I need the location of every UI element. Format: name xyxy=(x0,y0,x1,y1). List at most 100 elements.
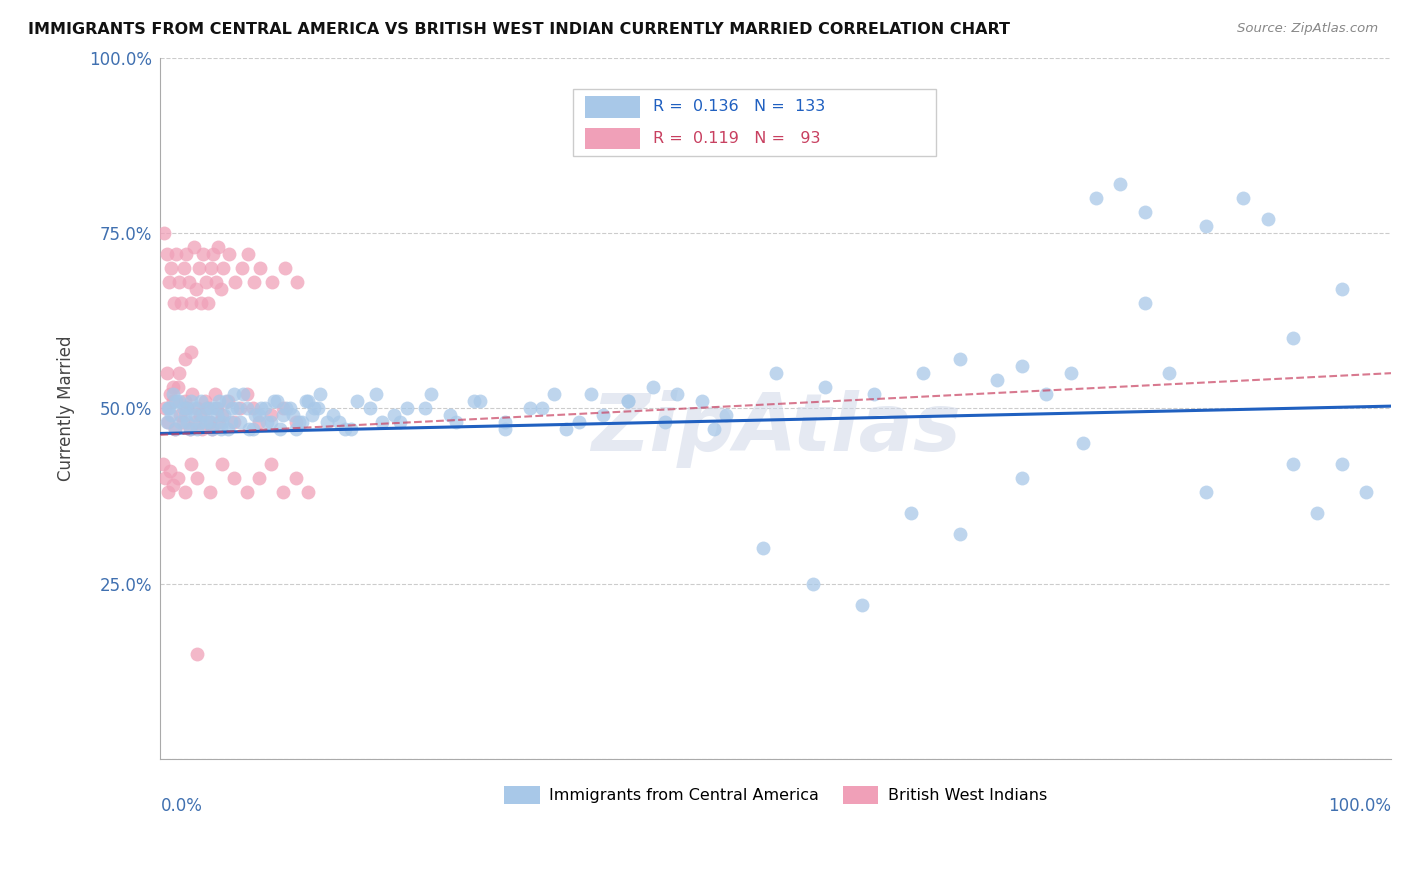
Point xyxy=(194,275,217,289)
Point xyxy=(155,247,177,261)
Point xyxy=(247,409,270,423)
Point xyxy=(297,485,319,500)
Point xyxy=(191,422,214,436)
Point xyxy=(555,422,578,436)
Point xyxy=(617,394,640,409)
Point xyxy=(193,409,215,423)
Point xyxy=(1195,485,1218,500)
Point xyxy=(568,415,591,429)
Point xyxy=(288,415,311,429)
Point xyxy=(205,409,228,423)
Point xyxy=(167,275,190,289)
Point xyxy=(188,415,211,429)
FancyBboxPatch shape xyxy=(572,89,935,156)
Point xyxy=(371,415,394,429)
Point xyxy=(174,409,197,423)
Text: R =  0.119   N =   93: R = 0.119 N = 93 xyxy=(652,131,820,146)
Point xyxy=(463,394,485,409)
Point xyxy=(519,401,541,416)
Point xyxy=(179,422,201,436)
Point xyxy=(190,296,212,310)
Point xyxy=(155,401,177,416)
Point xyxy=(172,401,194,416)
Point xyxy=(169,409,191,423)
Point xyxy=(172,415,194,429)
Point xyxy=(162,387,184,401)
Point xyxy=(249,260,271,275)
Point xyxy=(1232,191,1254,205)
Point xyxy=(247,471,270,485)
Point xyxy=(174,247,197,261)
Point xyxy=(229,415,252,429)
Point xyxy=(156,415,179,429)
Point xyxy=(1330,458,1353,472)
Point xyxy=(157,275,180,289)
Point xyxy=(328,415,350,429)
Point xyxy=(986,373,1008,387)
Point xyxy=(208,394,231,409)
Point xyxy=(211,409,233,423)
Point xyxy=(752,541,775,556)
Point xyxy=(217,394,239,409)
Point xyxy=(266,394,288,409)
Point xyxy=(152,458,174,472)
Point xyxy=(166,471,188,485)
Point xyxy=(195,401,218,416)
Point xyxy=(211,415,233,429)
Point xyxy=(186,422,208,436)
Point xyxy=(284,422,307,436)
Point xyxy=(186,471,208,485)
Point xyxy=(187,260,209,275)
Point xyxy=(174,394,197,409)
Point xyxy=(174,485,197,500)
Point xyxy=(1281,331,1303,345)
Point xyxy=(703,422,725,436)
Point xyxy=(231,260,253,275)
Point xyxy=(1035,387,1057,401)
Point xyxy=(217,422,239,436)
Point xyxy=(359,401,381,416)
Point xyxy=(162,478,184,492)
Point xyxy=(420,387,443,401)
Point xyxy=(224,387,246,401)
Point xyxy=(413,401,436,416)
Point xyxy=(194,394,217,409)
Point xyxy=(278,401,301,416)
Point xyxy=(253,401,276,416)
Point xyxy=(184,415,207,429)
Point xyxy=(184,409,207,423)
Point xyxy=(190,394,212,409)
Point xyxy=(470,394,492,409)
Point xyxy=(273,401,295,416)
Point xyxy=(232,387,254,401)
Point xyxy=(188,409,211,423)
Point xyxy=(167,394,190,409)
Point xyxy=(284,415,307,429)
Point xyxy=(180,458,202,472)
Point xyxy=(214,409,236,423)
Point xyxy=(1281,458,1303,472)
Point xyxy=(218,247,240,261)
Point xyxy=(165,422,187,436)
Point xyxy=(641,380,664,394)
Point xyxy=(247,415,270,429)
Text: 100.0%: 100.0% xyxy=(1329,797,1391,815)
Point xyxy=(209,422,232,436)
Point xyxy=(1159,366,1181,380)
Point xyxy=(262,275,284,289)
Point xyxy=(174,401,197,416)
Point xyxy=(201,422,224,436)
Point xyxy=(291,415,314,429)
Point xyxy=(395,401,418,416)
Point xyxy=(205,401,228,416)
Point xyxy=(617,394,640,409)
Point xyxy=(165,247,187,261)
Point xyxy=(494,422,516,436)
Point xyxy=(183,401,205,416)
Text: R =  0.136   N =  133: R = 0.136 N = 133 xyxy=(652,99,825,114)
Point xyxy=(273,485,295,500)
Point xyxy=(186,647,208,661)
Point xyxy=(183,240,205,254)
Legend: Immigrants from Central America, British West Indians: Immigrants from Central America, British… xyxy=(498,780,1053,811)
Point xyxy=(186,401,208,416)
